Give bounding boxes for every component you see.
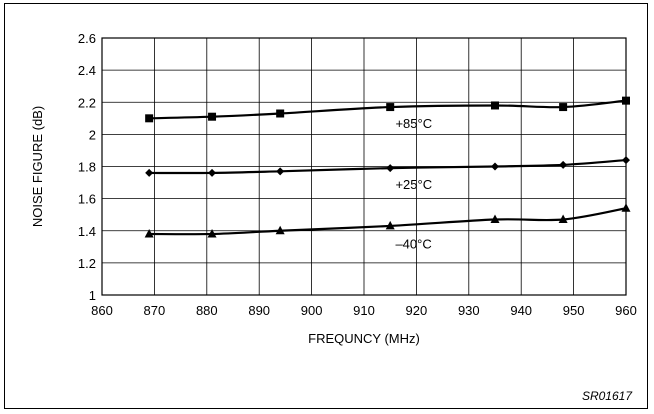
x-tick-label: 870 <box>144 303 166 318</box>
y-tick-label: 1 <box>89 288 96 303</box>
x-tick-label: 900 <box>301 303 323 318</box>
series-line <box>149 207 627 236</box>
data-point-square <box>276 109 285 118</box>
x-tick-label: 940 <box>510 303 532 318</box>
data-point-square <box>145 114 154 123</box>
x-tick-label: 920 <box>406 303 428 318</box>
series: +25°C <box>145 156 630 192</box>
data-point-diamond <box>145 168 154 177</box>
data-point-square <box>622 96 630 105</box>
data-point-triangle <box>490 214 500 224</box>
data-point-diamond <box>386 164 395 173</box>
data-point-triangle <box>621 203 631 212</box>
data-point-triangle <box>144 228 154 238</box>
series-group: +85°C +25°C –40°C <box>144 96 631 252</box>
y-tick-label: 1.6 <box>78 192 96 207</box>
data-point-square <box>386 103 395 112</box>
data-point-square <box>491 101 499 110</box>
x-tick-label: 930 <box>458 303 480 318</box>
series-label: –40°C <box>395 237 431 252</box>
x-tick-label: 950 <box>563 303 585 318</box>
data-point-diamond <box>491 162 499 171</box>
data-point-diamond <box>622 156 630 165</box>
data-point-diamond <box>559 160 568 169</box>
x-tick-label: 960 <box>615 303 637 318</box>
figure-frame <box>4 3 648 409</box>
data-point-triangle <box>207 228 217 238</box>
plot-area-border <box>101 37 627 296</box>
series: +85°C <box>145 96 630 131</box>
y-tick-label: 1.8 <box>78 160 96 175</box>
data-point-triangle <box>385 220 395 230</box>
x-axis-ticks: 860 870 880 890 900 910 920 930 940 950 960 <box>91 303 637 318</box>
data-point-diamond <box>208 168 217 177</box>
series-label: +85°C <box>395 116 432 131</box>
data-point-square <box>559 103 568 112</box>
y-axis-label: NOISE FIGURE (dB) <box>30 106 45 227</box>
x-axis-label: FREQUNCY (MHz) <box>308 331 420 346</box>
data-point-triangle <box>558 214 568 224</box>
series: –40°C <box>144 203 631 252</box>
y-tick-label: 1.4 <box>78 224 96 239</box>
y-axis-ticks: 1 1.2 1.4 1.6 1.8 2 2.2 2.4 2.6 <box>78 31 96 303</box>
x-tick-label: 860 <box>91 303 113 318</box>
y-tick-label: 2.2 <box>78 95 96 110</box>
y-tick-label: 2.6 <box>78 31 96 46</box>
x-tick-label: 890 <box>248 303 270 318</box>
y-tick-label: 2.4 <box>78 63 96 78</box>
y-tick-label: 1.2 <box>78 256 96 271</box>
series-label: +25°C <box>395 177 432 192</box>
x-tick-label: 880 <box>196 303 218 318</box>
figure-id: SR01617 <box>582 389 633 403</box>
data-point-diamond <box>276 167 285 176</box>
data-point-square <box>208 112 217 121</box>
data-point-triangle <box>275 225 285 235</box>
x-tick-label: 910 <box>353 303 375 318</box>
y-tick-label: 2 <box>89 127 96 142</box>
